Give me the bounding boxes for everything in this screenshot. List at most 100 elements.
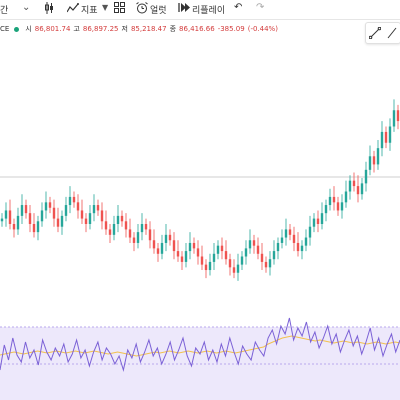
indicators-dropdown[interactable]: ▼ [102,3,108,12]
change-percent: (-0.44%) [247,25,278,33]
oscillator-signal-line [0,335,400,357]
candle-body [80,210,84,219]
candle-body [188,242,192,252]
top-toolbar: 간 ⌄ 지표 ▼ 얼럿 리플레이 ↶ ↷ [0,0,400,18]
candle-body [268,259,272,268]
candle-body [364,169,368,184]
candle-body [292,234,296,243]
candle-body [184,251,188,262]
candle-body [192,242,196,249]
toolbar-divider [0,19,400,20]
candle-body [352,180,356,187]
price-chart[interactable] [0,44,400,300]
candle-body [120,215,124,222]
candle-body [216,245,220,254]
candle-body [324,205,328,214]
oscillator-lines [0,317,400,372]
symbol-label: CE [0,25,10,33]
low-label: 저 [121,25,128,33]
candle-body [328,196,332,206]
trend-line-icon[interactable] [368,24,382,43]
candle-body [316,218,320,224]
candle-body [128,229,132,238]
drawing-tools-panel [365,22,400,44]
replay-label: 리플레이 [192,5,226,16]
candle-body [320,213,324,224]
candle-body [88,213,92,224]
candle-body [20,205,24,216]
measure-icon[interactable] [387,24,397,43]
candle-body [288,229,292,235]
open-label: 시 [25,25,32,33]
period-selector[interactable]: 간 [0,3,8,16]
high-value: 86,897.25 [82,25,119,33]
candle-body [204,264,208,271]
candle-body [276,242,280,252]
compare-icon: ⌄ [22,2,31,13]
candle-body [116,215,120,224]
oscillator-pane[interactable] [0,300,400,400]
chart-type-button[interactable] [44,2,54,17]
candle-body [392,110,396,127]
candle-body [388,126,392,143]
indicators-button[interactable]: 지표 [66,2,98,17]
candle-body [308,226,312,238]
market-status-dot [14,26,20,32]
candle-body [32,224,36,233]
candle-body [240,256,244,265]
candle-body [220,245,224,252]
candle-body [332,196,336,203]
candle-body [24,205,28,214]
candle-body [84,218,88,224]
candle-body [12,224,16,230]
candle-body [244,248,248,257]
candle-body [232,267,236,273]
undo-icon: ↶ [234,2,243,13]
candle-body [160,242,164,254]
indicators-label: 지표 [81,6,98,16]
replay-button[interactable]: 리플레이 [178,2,225,16]
candle-body [284,229,288,238]
grid-icon [114,2,125,16]
undo-button[interactable]: ↶ [234,2,242,13]
candle-body [368,156,372,170]
candles-icon [44,2,54,17]
candle-body [64,205,68,216]
candle-body [148,229,152,241]
candle-body [248,240,252,249]
open-value: 86,801.74 [34,25,71,33]
candle-body [176,251,180,257]
candle-body [28,213,32,224]
oscillator-line [0,317,400,372]
compare-button[interactable]: ⌄ [22,2,30,13]
redo-button[interactable]: ↷ [256,2,264,13]
candle-body [376,148,380,165]
candle-body [196,248,200,257]
close-value: 86,416.66 [179,25,215,33]
candle-body [360,183,364,195]
candle-body [300,245,304,252]
candle-body [212,253,216,262]
candle-body [336,202,340,211]
replay-icon [178,2,190,16]
candle-body [16,215,20,230]
candle-body [144,224,148,230]
candle-body [140,224,144,233]
indicators-icon [66,2,79,17]
candle-body [280,237,284,243]
high-label: 고 [73,25,80,33]
candle-body [76,202,80,211]
candle-body [164,234,168,243]
candle-body [48,202,52,208]
redo-icon: ↷ [256,2,265,13]
candle-body [108,229,112,235]
candle-body [256,245,260,254]
chevron-down-icon: ▼ [102,3,109,12]
candle-body [168,234,172,241]
candle-body [348,180,352,192]
alert-button[interactable]: 얼럿 [136,2,167,17]
candle-body [172,240,176,252]
templates-button[interactable] [114,2,125,16]
candle-body [340,202,344,211]
ohlc-legend: CE 시 86,801.74 고 86,897.25 저 85,218.47 종 86,… [0,24,278,34]
